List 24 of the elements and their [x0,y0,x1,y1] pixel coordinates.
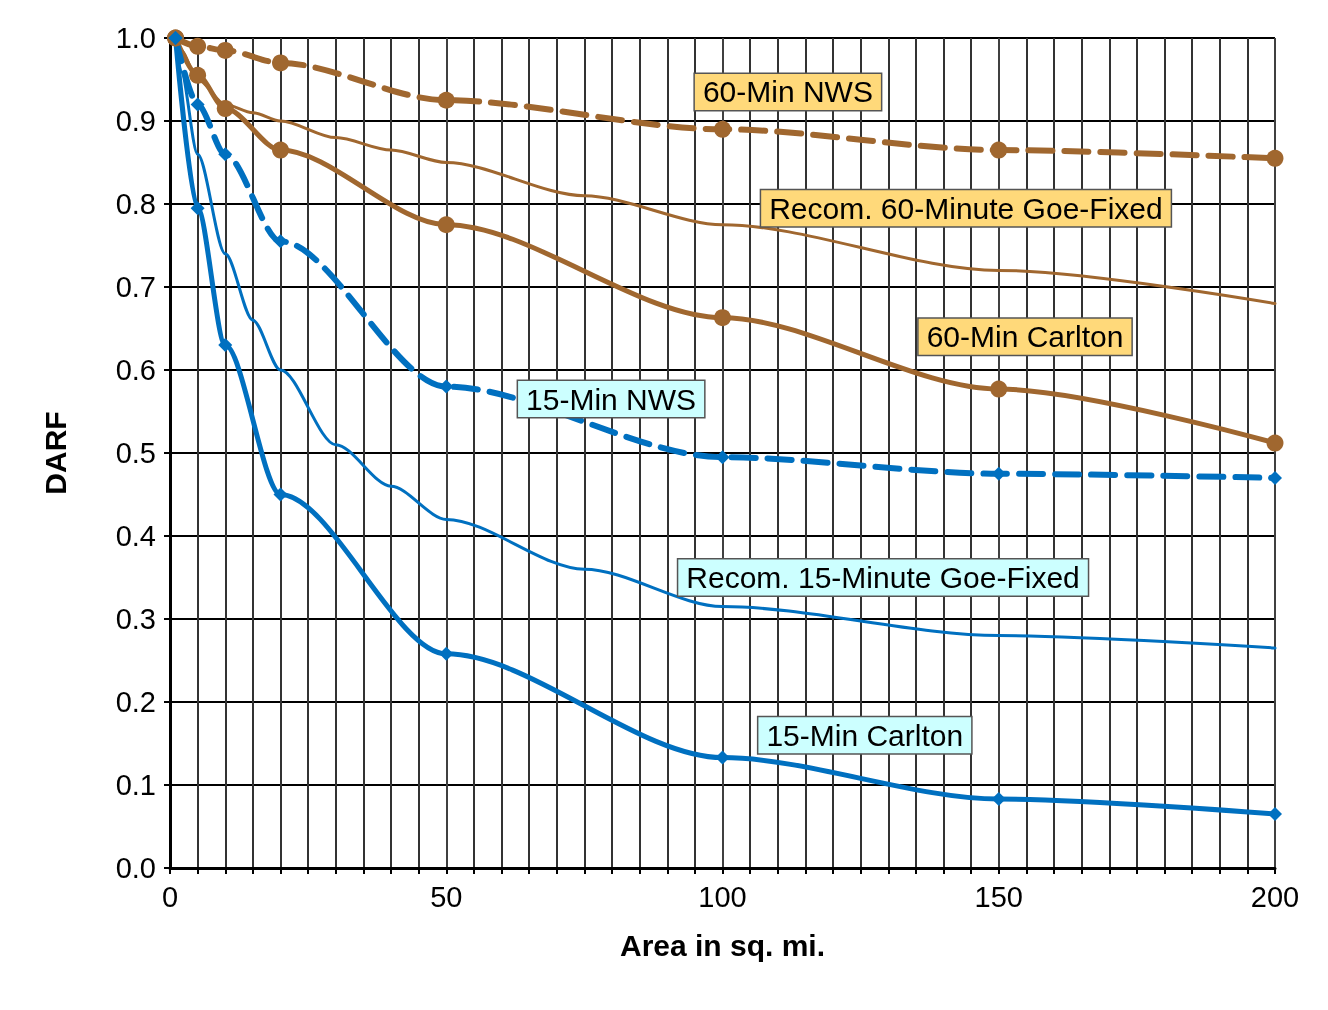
y-tick-label: 0.8 [115,188,156,220]
x-tick-label: 200 [1250,880,1300,913]
y-tick-label: 0.2 [115,686,156,718]
y-tick-label: 0.5 [115,437,156,469]
y-tick-label: 1.0 [115,22,156,54]
x-tick-label: 0 [161,880,179,913]
series-label: Recom. 60-Minute Goe-Fixed [769,191,1163,225]
y-axis-title: DARF [38,411,72,495]
series-label: 60-Min Carlton [926,320,1124,354]
x-tick-label: 100 [698,880,747,913]
series-label: 60-Min NWS [702,75,873,109]
x-tick-label: 150 [974,880,1023,913]
y-tick-label: 0.7 [115,271,156,303]
series-label: 15-Min Carlton [766,718,964,752]
y-tick-label: 0.3 [115,603,156,635]
x-axis-title: Area in sq. mi. [619,928,826,962]
series-label: 15-Min NWS [526,382,697,416]
y-tick-label: 0.9 [115,105,156,137]
x-tick-label: 50 [430,880,463,913]
y-tick-label: 0.6 [115,354,156,386]
y-tick-label: 0.0 [115,852,156,884]
y-tick-label: 0.4 [115,520,156,552]
series-label: Recom. 15-Minute Goe-Fixed [686,561,1080,594]
y-tick-label: 0.1 [115,769,156,801]
